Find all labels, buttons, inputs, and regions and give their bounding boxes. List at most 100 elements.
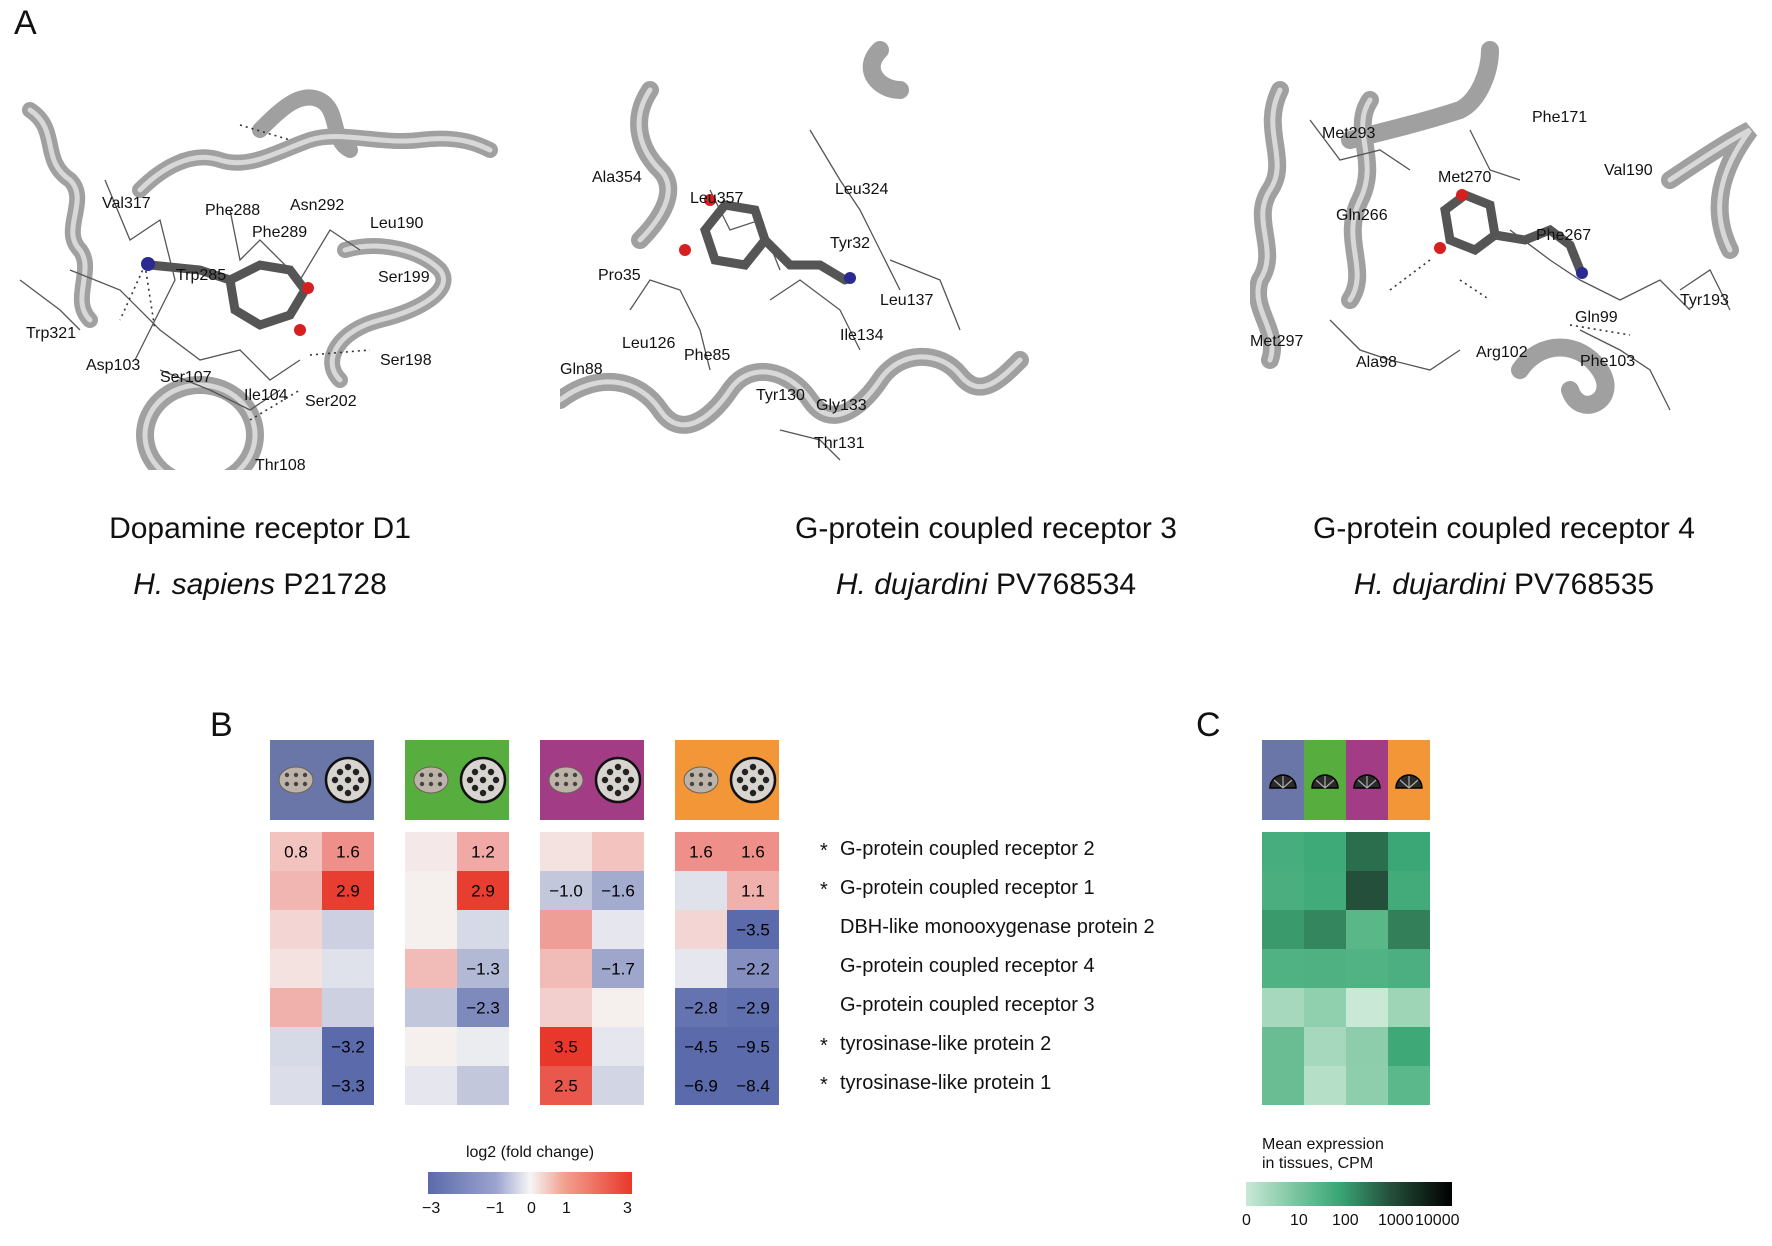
heatmap-cell [592,871,644,910]
heatmap-cell-label: −3.3 [331,1077,365,1096]
cell-dot-icon [698,781,704,787]
heatmap-cell [727,988,779,1027]
granule-dot-icon [601,776,609,784]
heatmap-cell [540,988,592,1027]
heatmap-cell [457,1066,509,1105]
cell-dot-icon [284,781,290,787]
residue-label: Leu126 [622,335,675,352]
granule-dot-icon [487,784,495,792]
colorbar-tick: 1 [562,1200,571,1217]
expression-cell [1262,988,1304,1027]
granule-dot-icon [357,776,365,784]
residue-label: Met270 [1438,169,1491,186]
granule-dot-icon [622,784,630,792]
expression-cell [1262,1027,1304,1066]
heatmap-cell [405,1066,457,1105]
heatmap-cell [457,949,509,988]
heatmap-cell [322,1027,374,1066]
heatmap-cell [540,1027,592,1066]
expression-cell [1346,832,1388,871]
granule-dot-icon [492,776,500,784]
heatmap-cell [592,832,644,871]
residue-label: Val317 [102,195,151,212]
residue-labels-gpcr3: Ala354 Leu357 Leu324 Tyr32 Pro35 Leu137 … [560,169,933,452]
heatmap-cell [675,1066,727,1105]
heatmap-cell [322,910,374,949]
residue-label: Tyr32 [830,235,870,252]
expression-cell [1388,1027,1430,1066]
expression-cell [1346,949,1388,988]
colorbar-tick: −3 [422,1200,441,1217]
heatmap-cell [540,871,592,910]
heatmap-cell-label: −1.6 [601,882,635,901]
tissue-section-lines-icon [1357,776,1377,789]
residue-label: Ser198 [380,352,432,369]
heatmap-cell-label: −2.8 [684,999,718,1018]
granule-dot-icon [331,776,339,784]
heatmap-cell [270,832,322,871]
colorbar-tick: 1000 [1378,1212,1414,1229]
residue-label: Ser199 [378,269,430,286]
residue-label: Trp321 [26,325,76,342]
accession-id: PV768534 [995,568,1137,601]
heatmap-cell [727,1066,779,1105]
structure-title: G-protein coupled receptor 3 [795,512,1177,545]
panel-label-c: C [1196,706,1221,744]
fold-change-heatmap: 0.8 1.6 1.2 1.6 1.6 2.9 2.9 −1.0 −1.6 1.1 −3.5 −1.3… [270,740,779,1105]
residue-label: Gln99 [1575,309,1618,326]
heatmap-cell-label: −2.9 [736,999,770,1018]
heatmap-cell-label: −1.0 [549,882,583,901]
heatmap-cell [675,1027,727,1066]
gene-label: G-protein coupled receptor 2 [840,838,1095,860]
docking-structure-gpcr4: Met293 Phe171 Met270 Val190 Gln266 Phe26… [1250,41,1758,414]
residue-labels-d1: Val317 Phe288 Asn292 Leu190 Phe289 Ser19… [26,195,432,470]
heatmap-cell-label: 2.9 [336,882,360,901]
residue-label: Thr131 [814,435,865,452]
residue-label: Phe171 [1532,109,1587,126]
expression-cell [1304,910,1346,949]
heatmap-cell-label: 2.9 [471,882,495,901]
heatmap-cell-label: −1.3 [466,960,500,979]
expression-cell [1304,1027,1346,1066]
granule-dot-icon [479,789,487,797]
heatmap-cell [457,988,509,1027]
heatmap-cell [540,949,592,988]
heatmap-cell [540,910,592,949]
cell-dot-icon [698,772,704,778]
heatmap-cell [675,949,727,988]
heatmap-cell [540,1066,592,1105]
heatmap-cell-label: −8.4 [736,1077,770,1096]
heatmap-cell [322,832,374,871]
granule-dot-icon [479,776,487,784]
heatmap-cell [457,871,509,910]
heatmap-cell [592,1066,644,1105]
accession-id: PV768535 [1513,568,1655,601]
cell-dot-icon [428,772,434,778]
heatmap-cell [727,949,779,988]
panel-label-a: A [14,4,37,42]
significance-star: * [820,840,828,862]
heatmap-cell [405,871,457,910]
cell-dot-icon [293,781,299,787]
heatmap-cell [727,1027,779,1066]
granule-dot-icon [749,776,757,784]
residue-label: Gln266 [1336,207,1388,224]
expression-legend-line: in tissues, CPM [1262,1155,1374,1172]
heatmap-cell [457,910,509,949]
gene-label: G-protein coupled receptor 1 [840,877,1095,899]
colorbar-tick: −1 [486,1200,505,1217]
heatmap-cell-label: −6.9 [684,1077,718,1096]
heatmap-cell [540,832,592,871]
residue-label: Phe103 [1580,353,1635,370]
gene-label: G-protein coupled receptor 4 [840,955,1095,977]
heatmap-cell [675,988,727,1027]
residue-label: Phe288 [205,202,260,219]
residue-label: Ser202 [305,393,357,410]
heatmap-cell [592,910,644,949]
colorbar-tick: 10 [1290,1212,1308,1229]
cell-cluster-icon [278,766,314,794]
heatmap-cell [270,910,322,949]
heatmap-cell [675,871,727,910]
heatmap-cell [675,832,727,871]
granule-dot-icon [622,768,630,776]
